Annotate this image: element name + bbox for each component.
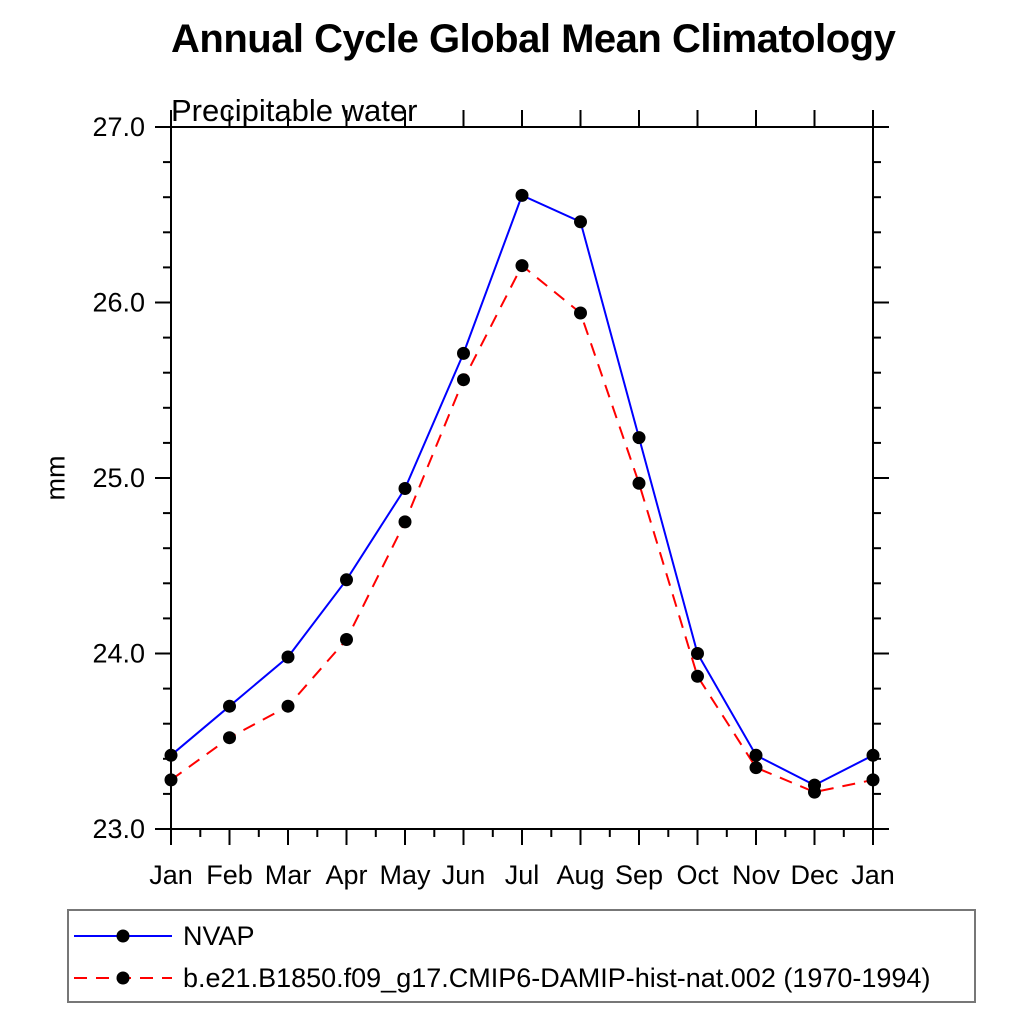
legend-entry-nvap: NVAP xyxy=(74,918,255,954)
legend: NVAP b.e21.B1850.f09_g17.CMIP6-DAMIP-his… xyxy=(67,909,976,1003)
x-axis-tick-label: Jan xyxy=(851,860,895,890)
x-axis-tick-label: Mar xyxy=(265,860,312,890)
data-point-marker xyxy=(223,699,236,713)
data-point-marker xyxy=(515,188,529,202)
data-point-marker xyxy=(574,215,587,229)
x-axis-tick-label: Jan xyxy=(149,860,193,890)
x-axis-tick-label: Nov xyxy=(732,860,781,890)
legend-label-nvap: NVAP xyxy=(183,921,255,951)
chart-title: Annual Cycle Global Mean Climatology xyxy=(171,17,896,61)
data-point-marker xyxy=(281,699,295,713)
data-point-marker xyxy=(808,785,821,799)
chart-subtitle: Precipitable water xyxy=(171,93,418,128)
x-axis-tick-label: Oct xyxy=(676,860,719,890)
data-point-marker xyxy=(574,306,587,320)
data-point-marker xyxy=(340,573,353,587)
y-axis-tick-label: 25.0 xyxy=(92,463,145,493)
x-axis-tick-label: Apr xyxy=(325,860,367,890)
y-axis-tick-label: 24.0 xyxy=(92,639,145,669)
data-point-marker xyxy=(691,669,704,683)
legend-line-sample-dashed xyxy=(74,971,172,985)
x-axis-tick-label: Feb xyxy=(206,860,253,890)
data-point-marker xyxy=(749,748,763,762)
x-axis-tick-label: Aug xyxy=(556,860,604,890)
legend-entry-model: b.e21.B1850.f09_g17.CMIP6-DAMIP-hist-nat… xyxy=(74,960,930,996)
x-axis-tick-label: Jun xyxy=(442,860,486,890)
data-point-marker xyxy=(515,259,529,273)
plot-frame xyxy=(170,126,874,830)
legend-line-sample-solid xyxy=(74,929,172,943)
data-point-marker xyxy=(457,373,470,387)
data-point-marker xyxy=(164,773,178,787)
data-point-marker xyxy=(398,482,412,495)
x-axis-tick-label: May xyxy=(379,860,431,890)
y-axis-tick-label: 26.0 xyxy=(92,288,145,318)
legend-label-model: b.e21.B1850.f09_g17.CMIP6-DAMIP-hist-nat… xyxy=(183,963,931,993)
data-point-marker xyxy=(866,748,880,762)
data-point-marker xyxy=(398,515,412,529)
data-point-marker xyxy=(340,633,353,646)
x-axis-tick-label: Dec xyxy=(790,860,838,890)
data-point-marker xyxy=(866,773,880,787)
series-line-1 xyxy=(170,264,874,794)
data-point-marker xyxy=(223,731,236,745)
x-axis-tick-label: Jul xyxy=(505,860,540,890)
y-axis-tick-label: 23.0 xyxy=(92,814,145,844)
data-point-marker xyxy=(632,476,646,490)
x-axis-tick-label: Sep xyxy=(615,860,663,890)
data-point-marker xyxy=(749,761,763,775)
data-point-marker xyxy=(281,650,295,664)
data-point-marker xyxy=(164,748,178,762)
data-point-marker xyxy=(457,346,470,360)
data-point-marker xyxy=(632,431,646,445)
data-point-marker xyxy=(691,647,704,660)
series-line-0 xyxy=(170,194,874,787)
y-axis-tick-label: 27.0 xyxy=(92,112,145,142)
